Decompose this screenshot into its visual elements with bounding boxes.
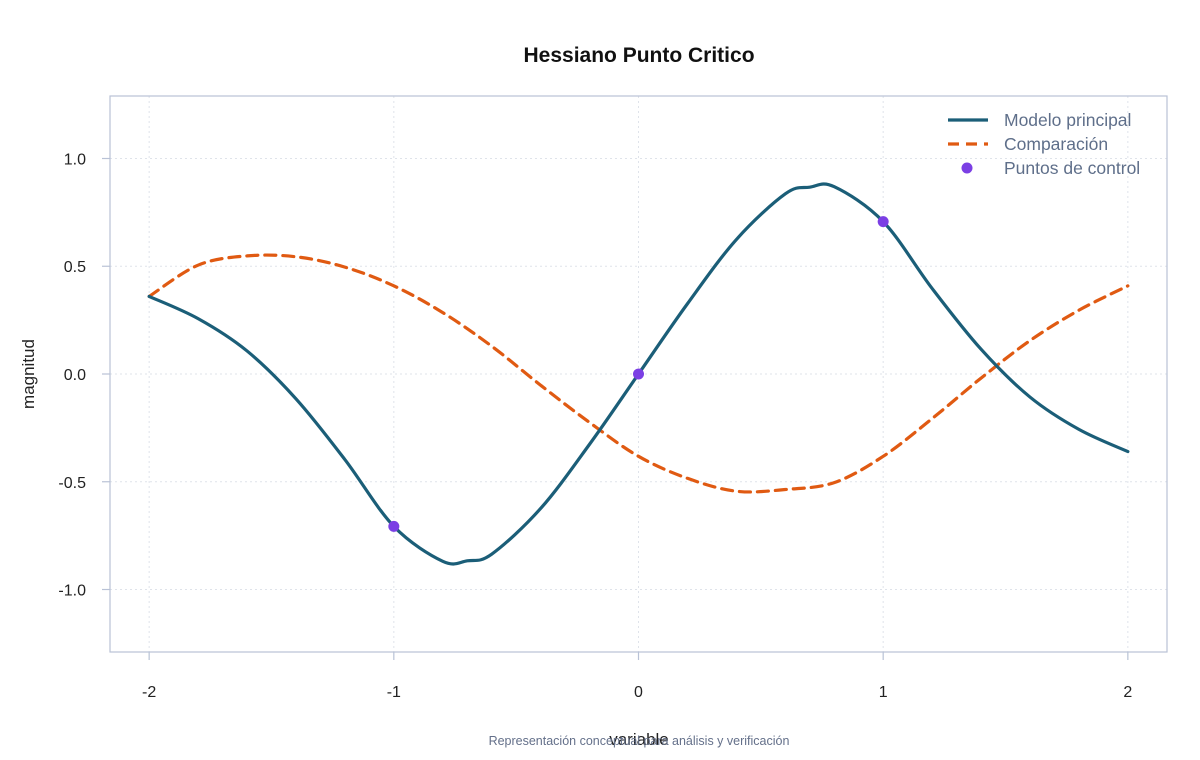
chart-caption: Representación conceptual para análisis … [489,734,790,748]
y-axis: -1.0 -0.5 0.0 0.5 1.0 [58,151,110,600]
legend-label: Puntos de control [1004,158,1140,178]
legend-label: Comparación [1004,134,1108,154]
x-tick-label: 2 [1123,684,1132,701]
chart-title: Hessiano Punto Critico [523,44,754,67]
control-point [877,216,889,228]
y-tick-label: 0.5 [64,259,86,276]
y-axis-title: magnitud [19,339,38,409]
legend: Modelo principal Comparación Puntos de con… [948,110,1140,178]
control-point [633,368,644,380]
grid-lines [110,96,1167,652]
x-axis: -2 -1 0 1 2 [142,652,1132,701]
x-tick-label: -2 [142,684,156,701]
legend-marker-points [961,162,973,174]
series-layer [147,182,1130,566]
x-axis-title: variable [609,730,669,749]
x-tick-label: -1 [387,684,401,701]
comparison-line [147,253,1130,494]
y-tick-label: 0.0 [64,367,86,384]
x-tick-label: 0 [634,684,643,701]
y-tick-label: -1.0 [58,583,86,600]
y-tick-label: -0.5 [58,475,86,492]
y-tick-label: 1.0 [64,151,86,168]
x-tick-label: 1 [879,684,888,701]
control-point [388,520,400,532]
legend-label: Modelo principal [1004,110,1131,130]
